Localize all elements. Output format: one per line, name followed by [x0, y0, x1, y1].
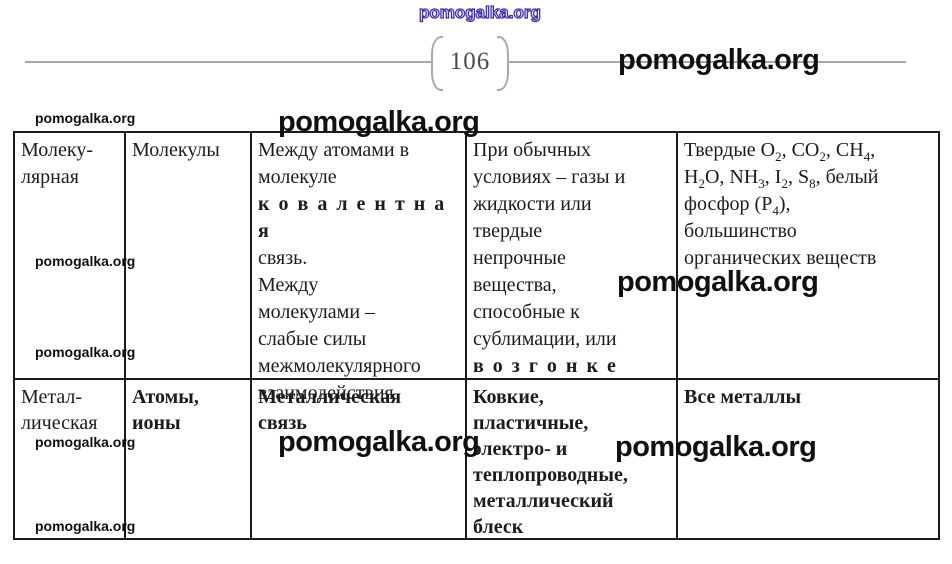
examples-segment: , S [787, 166, 810, 188]
examples-segment: , CH [825, 139, 864, 161]
watermark-small-2: pomogalka.org [35, 253, 136, 269]
header-rule-right [509, 61, 906, 63]
bond-text-post: связь. Между молекулами – слабые силы ме… [258, 247, 421, 404]
examples-segment: , I [764, 166, 782, 188]
table-row-border [15, 378, 938, 380]
cell-properties-metallic: Ковкие, пластичные, электро- и теплопров… [473, 386, 628, 538]
formula-subscript: 3 [758, 176, 765, 191]
formula-subscript: 2 [775, 149, 782, 164]
formula-subscript: 8 [809, 176, 816, 191]
examples-segment: O, NH [704, 166, 759, 188]
properties-text-pre: При обычных условиях – газы и жидкости и… [473, 139, 626, 350]
cell-particles-metallic: Атомы, ионы [132, 386, 199, 434]
formula-subscript: 4 [772, 203, 779, 218]
watermark-small-1: pomogalka.org [35, 110, 136, 126]
cell-examples-molecular: Твердые O2, CO2, CH4, H2O, NH3, I2, S8, … [684, 137, 938, 272]
formula-subscript: 2 [781, 176, 788, 191]
examples-segment: , CO [781, 139, 820, 161]
lattice-table: Молеку- лярная Молекулы Между атомами в … [13, 131, 940, 540]
watermark-purple: pomogalka.org [418, 2, 541, 22]
formula-subscript: 2 [698, 176, 705, 191]
watermark-small-5: pomogalka.org [35, 518, 136, 534]
watermark-large-3: pomogalka.org [278, 426, 480, 458]
table-column-border-3 [465, 133, 467, 538]
watermark-large-4: pomogalka.org [615, 431, 817, 463]
cell-lattice-type-molecular: Молеку- лярная [21, 139, 93, 188]
examples-segment: ), большинство органических веществ [684, 193, 877, 269]
cell-particles-molecular: Молекулы [132, 139, 220, 161]
formula-subscript: 4 [863, 149, 871, 164]
bond-text-covalent-bold: к о в а л е н т н а я [258, 193, 447, 242]
header-rule-left [25, 61, 432, 63]
table-column-border-4 [676, 133, 678, 538]
page-number-brace-left [431, 36, 443, 91]
examples-segment: , H [684, 139, 876, 188]
properties-text-sublimation-bold: в о з г о н к е [473, 355, 618, 377]
cell-bond-molecular: Между атомами в молекуле к о в а л е н т… [258, 137, 463, 407]
table-column-border-2 [250, 133, 252, 538]
cell-properties-molecular: При обычных условиях – газы и жидкости и… [473, 137, 673, 380]
formula-subscript: 2 [819, 149, 826, 164]
watermark-small-3: pomogalka.org [35, 344, 136, 360]
watermark-header-large: pomogalka.org [618, 44, 820, 76]
watermark-large-1: pomogalka.org [278, 106, 480, 138]
page-number-brace-right [497, 36, 509, 91]
examples-segment: Твердые O [684, 139, 776, 161]
cell-lattice-type-metallic: Метал- лическая [21, 386, 98, 434]
page-number: 106 [449, 48, 491, 75]
table-column-border-1 [124, 133, 126, 538]
watermark-large-2: pomogalka.org [617, 266, 819, 298]
cell-bond-metallic: Металлическая связь [258, 386, 402, 434]
examples-segment: , белый фосфор (P [684, 166, 879, 215]
cell-examples-metallic: Все металлы [684, 386, 802, 408]
watermark-small-4: pomogalka.org [35, 434, 136, 450]
bond-text-pre: Между атомами в молекуле [258, 139, 410, 188]
